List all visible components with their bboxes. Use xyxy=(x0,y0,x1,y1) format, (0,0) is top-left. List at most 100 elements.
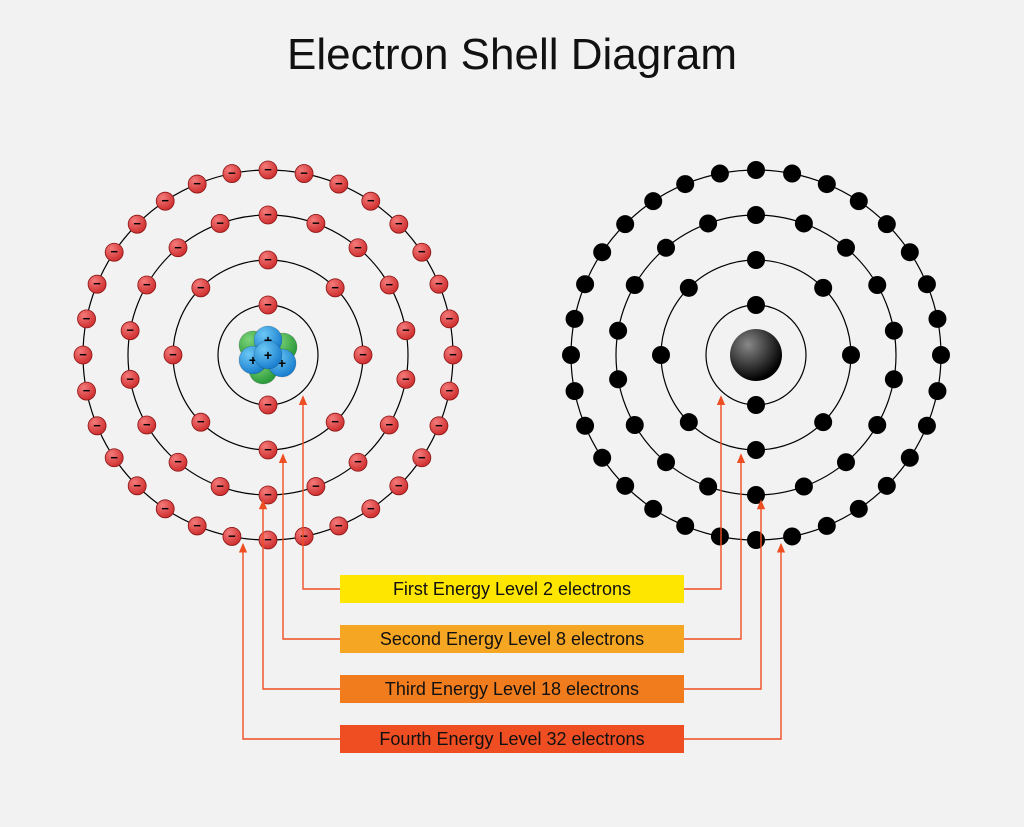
electron xyxy=(747,441,765,459)
legend-label: First Energy Level 2 electrons xyxy=(340,575,684,603)
electron xyxy=(842,346,860,364)
electron-symbol: − xyxy=(402,371,410,386)
electron xyxy=(932,346,950,364)
electron-symbol: − xyxy=(354,240,362,255)
electron xyxy=(878,477,896,495)
electron-symbol: − xyxy=(228,528,236,543)
electron-symbol: − xyxy=(264,487,272,502)
electron xyxy=(711,165,729,183)
electron-symbol: − xyxy=(133,216,141,231)
electron-symbol: − xyxy=(228,166,236,181)
electron xyxy=(928,310,946,328)
electron-symbol: − xyxy=(395,216,403,231)
electron-symbol: − xyxy=(395,478,403,493)
electron xyxy=(609,370,627,388)
electron xyxy=(747,206,765,224)
nucleus xyxy=(730,329,782,381)
electron-symbol: − xyxy=(264,442,272,457)
electron-symbol: − xyxy=(354,454,362,469)
electron-symbol: − xyxy=(385,417,393,432)
electron xyxy=(747,486,765,504)
electron xyxy=(783,527,801,545)
electron-symbol: − xyxy=(446,311,454,326)
electron xyxy=(878,215,896,233)
electron xyxy=(885,370,903,388)
electron xyxy=(593,449,611,467)
electron xyxy=(918,275,936,293)
electron xyxy=(814,279,832,297)
legend-arrow-right xyxy=(684,544,781,739)
electron xyxy=(644,500,662,518)
electron xyxy=(680,279,698,297)
electron-symbol: − xyxy=(264,297,272,312)
electron-symbol: − xyxy=(193,518,201,533)
electron-symbol: − xyxy=(93,418,101,433)
electron-symbol: − xyxy=(435,276,443,291)
electron-symbol: − xyxy=(174,454,182,469)
electron-symbol: − xyxy=(197,414,205,429)
electron xyxy=(609,322,627,340)
electron-symbol: − xyxy=(126,323,134,338)
electron xyxy=(711,527,729,545)
electron xyxy=(576,275,594,293)
electron-symbol: − xyxy=(385,277,393,292)
electron-symbol: − xyxy=(110,244,118,259)
electron-symbol: − xyxy=(446,383,454,398)
legend-label: Third Energy Level 18 electrons xyxy=(340,675,684,703)
electron xyxy=(616,477,634,495)
electron-symbol: − xyxy=(312,479,320,494)
electron xyxy=(747,296,765,314)
electron-symbol: − xyxy=(264,397,272,412)
electron-symbol: − xyxy=(93,276,101,291)
electron-symbol: − xyxy=(133,478,141,493)
electron xyxy=(616,215,634,233)
electron-symbol: − xyxy=(312,215,320,230)
electron xyxy=(652,346,670,364)
electron-symbol: − xyxy=(161,501,169,516)
electron-symbol: − xyxy=(264,532,272,547)
electron xyxy=(901,243,919,261)
electron xyxy=(676,517,694,535)
electron-symbol: − xyxy=(79,347,87,362)
electron-symbol: − xyxy=(300,528,308,543)
electron xyxy=(814,413,832,431)
electron-symbol: − xyxy=(216,215,224,230)
electron xyxy=(699,214,717,232)
electron xyxy=(783,165,801,183)
legend-label: Second Energy Level 8 electrons xyxy=(340,625,684,653)
electron xyxy=(566,310,584,328)
electron xyxy=(795,478,813,496)
electron-symbol: − xyxy=(83,311,91,326)
electron xyxy=(818,175,836,193)
electron xyxy=(928,382,946,400)
proton-symbol: + xyxy=(264,347,272,363)
electron-symbol: − xyxy=(367,193,375,208)
electron-symbol: − xyxy=(367,501,375,516)
legend-arrow-left xyxy=(243,544,340,739)
electron-symbol: − xyxy=(193,176,201,191)
electron xyxy=(818,517,836,535)
electron xyxy=(593,243,611,261)
electron-symbol: − xyxy=(402,323,410,338)
electron-symbol: − xyxy=(331,280,339,295)
electron-symbol: − xyxy=(216,479,224,494)
electron xyxy=(680,413,698,431)
legend-label: Fourth Energy Level 32 electrons xyxy=(340,725,684,753)
electron-symbol: − xyxy=(174,240,182,255)
electron-symbol: − xyxy=(335,518,343,533)
electron xyxy=(657,453,675,471)
electron-symbol: − xyxy=(126,371,134,386)
electron xyxy=(676,175,694,193)
electron xyxy=(850,500,868,518)
electron xyxy=(868,416,886,434)
legend-level-1: First Energy Level 2 electrons xyxy=(340,575,684,603)
electron xyxy=(795,214,813,232)
electron-symbol: − xyxy=(264,162,272,177)
electron xyxy=(850,192,868,210)
electron xyxy=(699,478,717,496)
electron xyxy=(626,276,644,294)
electron xyxy=(747,161,765,179)
electron xyxy=(885,322,903,340)
legend-level-3: Third Energy Level 18 electrons xyxy=(340,675,684,703)
electron-symbol: − xyxy=(83,383,91,398)
